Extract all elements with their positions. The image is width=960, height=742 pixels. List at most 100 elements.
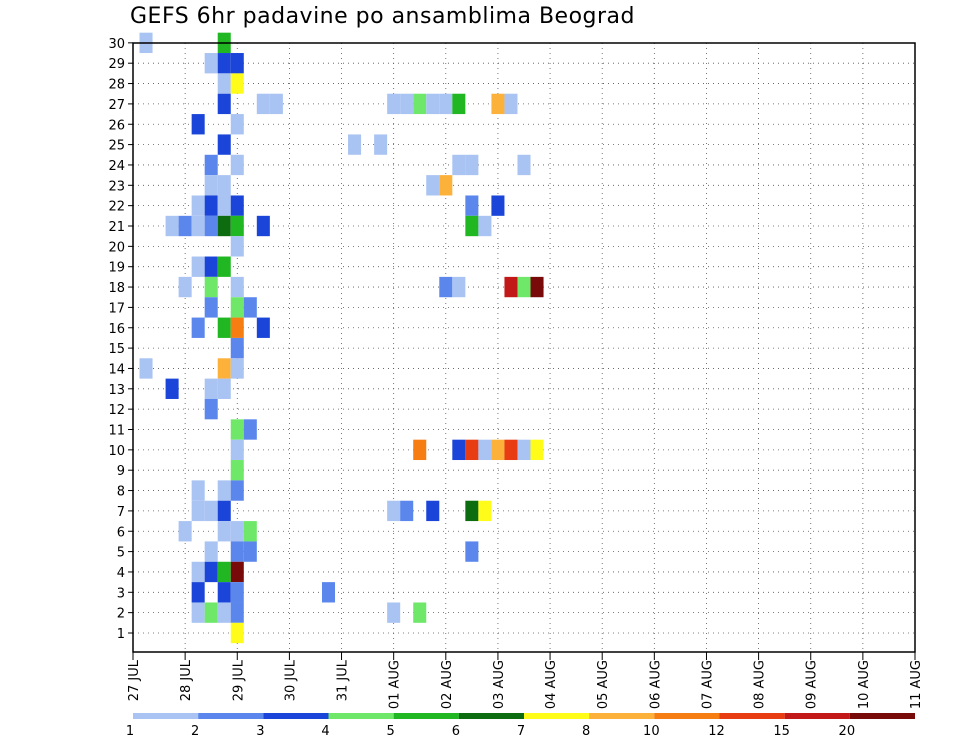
y-tick-label: 11 bbox=[108, 424, 125, 439]
heatmap-cell bbox=[191, 256, 205, 277]
colorbar-segment bbox=[263, 713, 329, 719]
colorbar-segment bbox=[328, 713, 394, 719]
heatmap-cell bbox=[204, 297, 218, 318]
heatmap-cell bbox=[465, 500, 479, 522]
heatmap-cell bbox=[230, 419, 244, 440]
heatmap-cell bbox=[413, 93, 427, 115]
colorbar-segment bbox=[719, 713, 785, 719]
heatmap-cell bbox=[204, 398, 218, 420]
y-tick-label: 1 bbox=[117, 627, 125, 642]
heatmap-cell bbox=[439, 175, 453, 196]
heatmap-cell bbox=[165, 215, 179, 237]
colorbar-segment bbox=[654, 713, 720, 719]
heatmap-cell bbox=[426, 175, 440, 196]
x-tick-label: 02 AUG bbox=[440, 660, 455, 709]
heatmap-cell bbox=[491, 439, 505, 461]
x-tick-label: 11 AUG bbox=[909, 660, 924, 709]
x-tick-label: 30 JUL bbox=[283, 659, 298, 701]
heatmap-cell bbox=[165, 378, 179, 399]
x-tick-label: 08 AUG bbox=[753, 660, 768, 709]
colorbar-label: 6 bbox=[452, 724, 460, 739]
heatmap-cell bbox=[204, 195, 218, 216]
x-tick-label: 31 JUL bbox=[336, 659, 351, 701]
colorbar-label: 7 bbox=[517, 724, 525, 739]
heatmap-cell bbox=[439, 93, 453, 115]
heatmap-cell bbox=[504, 93, 518, 115]
heatmap-cell bbox=[478, 500, 492, 522]
heatmap-cell bbox=[217, 582, 231, 603]
heatmap-cell bbox=[217, 175, 231, 196]
y-tick-label: 20 bbox=[108, 240, 125, 255]
heatmap-cell bbox=[139, 358, 153, 379]
x-tick-label: 05 AUG bbox=[596, 660, 611, 709]
heatmap-cell bbox=[217, 521, 231, 542]
heatmap-cell bbox=[243, 419, 257, 440]
y-tick-label: 26 bbox=[108, 118, 125, 133]
heatmap-cell bbox=[204, 500, 218, 522]
heatmap-cell bbox=[217, 93, 231, 115]
heatmap-cell bbox=[230, 561, 244, 583]
colorbar-label: 15 bbox=[773, 724, 790, 739]
heatmap-cell bbox=[348, 134, 362, 155]
heatmap-cell bbox=[269, 93, 283, 115]
y-tick-label: 28 bbox=[108, 78, 125, 93]
heatmap-cell bbox=[217, 134, 231, 155]
heatmap-cell bbox=[504, 276, 518, 298]
y-tick-label: 14 bbox=[108, 362, 125, 377]
heatmap-cell bbox=[400, 93, 414, 115]
y-tick-label: 16 bbox=[108, 322, 125, 337]
heatmap-cell bbox=[230, 541, 244, 562]
heatmap-cell bbox=[178, 276, 192, 298]
x-tick-label: 27 JUL bbox=[127, 659, 142, 701]
heatmap-cell bbox=[400, 500, 414, 522]
heatmap-cell bbox=[387, 602, 401, 623]
heatmap-cell bbox=[413, 439, 427, 461]
y-tick-label: 29 bbox=[108, 57, 125, 72]
heatmap-cell bbox=[217, 480, 231, 501]
heatmap-cell bbox=[426, 500, 440, 522]
heatmap-cell bbox=[191, 317, 205, 338]
colorbar-label: 5 bbox=[387, 724, 395, 739]
heatmap-cell bbox=[230, 439, 244, 461]
heatmap-cell bbox=[217, 358, 231, 379]
heatmap-cell bbox=[204, 175, 218, 196]
heatmap-cell bbox=[217, 602, 231, 623]
heatmap-cell bbox=[230, 622, 244, 644]
heatmap-cell bbox=[478, 439, 492, 461]
heatmap-cell bbox=[191, 602, 205, 623]
heatmap-cell bbox=[413, 602, 427, 623]
y-tick-label: 17 bbox=[108, 301, 125, 316]
heatmap-cell bbox=[217, 561, 231, 583]
heatmap-cell bbox=[452, 154, 466, 176]
heatmap-cell bbox=[230, 73, 244, 94]
y-tick-label: 7 bbox=[117, 505, 125, 520]
colorbar-segment bbox=[849, 713, 915, 719]
heatmap-cell bbox=[230, 276, 244, 298]
y-tick-label: 3 bbox=[117, 586, 125, 601]
y-tick-label: 12 bbox=[108, 403, 125, 418]
heatmap-cell bbox=[191, 195, 205, 216]
heatmap-cell bbox=[230, 602, 244, 623]
heatmap-cell bbox=[230, 337, 244, 359]
x-tick-label: 29 JUL bbox=[231, 659, 246, 701]
colorbar-label: 8 bbox=[582, 724, 590, 739]
y-tick-label: 5 bbox=[117, 546, 125, 561]
heatmap-cell bbox=[204, 561, 218, 583]
heatmap-cell bbox=[204, 256, 218, 277]
heatmap-cell bbox=[204, 276, 218, 298]
heatmap-cell bbox=[517, 439, 531, 461]
y-tick-label: 21 bbox=[108, 220, 125, 235]
colorbar-label: 2 bbox=[191, 724, 199, 739]
y-tick-label: 2 bbox=[117, 607, 125, 622]
heatmap-cell bbox=[491, 195, 505, 216]
heatmap-cell bbox=[217, 317, 231, 338]
heatmap-cell bbox=[504, 439, 518, 461]
heatmap-cell bbox=[191, 582, 205, 603]
heatmap-cell bbox=[452, 276, 466, 298]
colorbar-label: 20 bbox=[839, 724, 856, 739]
colorbar-segment bbox=[393, 713, 459, 719]
heatmap-cell bbox=[230, 215, 244, 237]
heatmap-cell bbox=[230, 195, 244, 216]
heatmap-cell bbox=[243, 541, 257, 562]
y-tick-label: 9 bbox=[117, 464, 125, 479]
